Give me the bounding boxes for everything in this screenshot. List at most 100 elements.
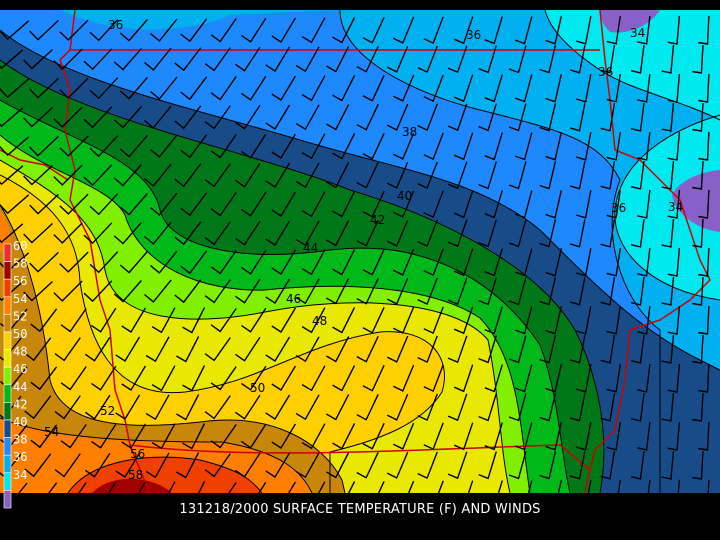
wind-barb [637,480,651,509]
wind-barb [234,336,261,362]
wind-barb [295,104,320,131]
map-title: 131218/2000 SURFACE TEMPERATURE (F) AND … [179,502,541,517]
wind-barb [453,190,474,219]
wind-barb [447,451,468,480]
wind-barb [0,49,24,70]
wind-barb [637,132,651,161]
wind-barb [600,393,616,422]
wind-barb [392,364,415,392]
contour-label: 36 [611,201,626,215]
wind-barb [332,133,356,160]
legend-swatch [3,454,12,474]
wind-barb [29,77,59,99]
wind-barb [484,132,503,161]
legend-label: 46 [13,362,27,376]
wind-barb [692,392,704,422]
wind-barb [661,219,675,248]
wind-barb [392,422,415,450]
wind-barb [326,162,350,189]
wind-barb [417,393,438,422]
contour-label: 36 [598,65,613,79]
wind-barb [600,451,616,480]
wind-barb [545,248,562,277]
wind-barb [661,393,675,422]
wind-barb [545,422,562,451]
legend-swatch [3,261,12,280]
band-58 [92,478,172,493]
contour-label: 44 [303,241,318,255]
wind-barb [600,103,616,132]
wind-barb [234,278,261,304]
wind-barb [234,452,261,478]
wind-barb [234,220,261,246]
wind-barb [514,422,533,451]
wind-barb [180,134,208,159]
wind-barb [423,306,444,335]
wind-barb [484,190,503,219]
wind-barb [508,45,527,74]
wind-barb [692,160,704,190]
wind-barb [606,74,621,103]
wind-barb [631,219,645,248]
wind-barb [332,481,356,508]
legend-swatch [3,349,12,368]
wind-barb [569,451,586,480]
wind-barb [478,161,497,190]
wind-barb [631,45,645,74]
wind-barb [453,422,474,451]
legend-label: 42 [13,397,27,411]
wind-barb [692,44,704,74]
wind-barb [447,219,468,248]
wind-barb [204,453,231,478]
wind-barb [423,364,444,393]
wind-barb [576,364,592,393]
wind-barb [204,337,231,362]
legend-label: 52 [13,309,27,323]
wind-barb [606,364,621,393]
wind-barb [539,335,557,364]
legend-label: 38 [13,433,27,447]
legend-swatch [3,437,12,456]
legend-swatch [3,490,12,509]
wind-barb [59,251,89,273]
wind-barb [91,365,117,391]
wind-barb [24,337,52,362]
wind-barb [54,453,81,478]
wind-barb [514,16,533,45]
wind-barb [362,191,385,218]
wind-barb [23,164,53,186]
wind-barb [392,190,415,218]
wind-barb [295,46,320,73]
wind-barb [0,223,24,244]
wind-barb [295,220,320,247]
wind-barb [447,393,468,422]
wind-barb [453,74,474,103]
contour-label: 52 [100,404,115,418]
wind-barb [661,335,675,364]
legend-label: 50 [13,327,27,341]
wind-barb [0,281,24,302]
wind-barb [174,47,202,72]
wind-barb [539,277,557,306]
legend-label: 40 [13,415,27,429]
wind-barb [539,393,557,422]
wind-barb [606,480,621,509]
wind-barb [539,451,557,480]
wind-barb [576,16,592,45]
wind-barb [692,276,704,306]
wind-barb [417,103,438,132]
wind-barb [295,452,320,479]
wind-barb [150,250,178,274]
legend-label: 54 [13,292,27,306]
wind-barb [692,334,704,364]
wind-barb [295,394,320,421]
wind-barb [356,162,379,189]
wind-barb [362,249,385,276]
wind-barb [204,105,231,130]
legend-swatch [3,314,12,333]
wind-barb [698,73,710,103]
wind-barb [667,73,681,103]
wind-barb [210,192,237,217]
wind-barb [386,161,409,189]
